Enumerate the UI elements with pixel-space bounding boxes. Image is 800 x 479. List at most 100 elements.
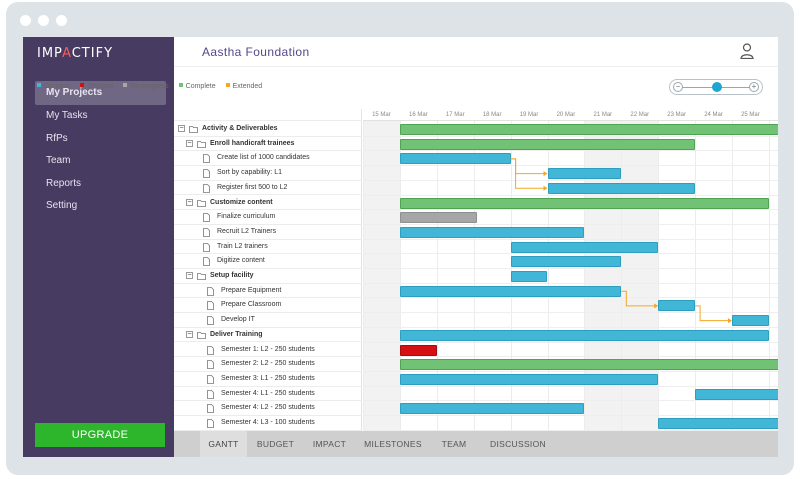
collapse-toggle-icon[interactable]: − (186, 139, 193, 147)
task-row[interactable]: Prepare Classroom (174, 298, 362, 314)
gantt-bar-on-track[interactable] (695, 388, 778, 400)
gantt-bar-complete[interactable] (399, 124, 778, 135)
legend-item-complete: Complete (178, 83, 216, 90)
task-row[interactable]: Semester 1: L2 - 250 students (174, 343, 362, 358)
sidebar-item-team[interactable]: Team (35, 150, 166, 172)
tab-impact[interactable]: IMPACT (312, 439, 347, 449)
task-label: Activity & Deliverables (202, 125, 278, 132)
upgrade-button[interactable]: UPGRADE (35, 423, 165, 447)
tab-discussion[interactable]: DISCUSSION (490, 439, 546, 449)
collapse-toggle-icon[interactable]: − (186, 198, 193, 206)
gantt-bar-on-track[interactable] (399, 226, 585, 238)
gantt-panel: − Activity & Deliverables − Enroll handicra… (174, 109, 778, 431)
task-tree-header (174, 109, 362, 121)
gantt-bar-on-track[interactable] (399, 285, 622, 297)
task-group-row[interactable]: − Customize content (174, 196, 362, 211)
window-dot (38, 15, 49, 26)
task-row[interactable]: Sort by capability: L1 (174, 166, 362, 181)
tab-milestones[interactable]: MILESTONES (364, 439, 422, 449)
gantt-bar-on-track[interactable] (510, 256, 622, 268)
task-row[interactable]: Semester 3: L1 - 250 students (174, 372, 362, 387)
task-label: Setup facility (210, 272, 254, 279)
timeline-day-label: 22 Mar (630, 112, 650, 118)
timeline-column (768, 121, 778, 431)
task-group-row[interactable]: − Enroll handicraft trainees (174, 137, 362, 152)
task-row[interactable]: Digitize content (174, 254, 362, 269)
sidebar-item-rfps[interactable]: RfPs (35, 128, 166, 150)
sidebar-item-my-tasks[interactable]: My Tasks (35, 105, 166, 127)
collapse-toggle-icon[interactable]: − (186, 272, 193, 279)
zoom-handle[interactable] (712, 82, 722, 92)
row-gridline (363, 135, 778, 137)
task-label: Develop IT (221, 316, 255, 324)
tab-gantt[interactable]: GANTT (200, 431, 247, 457)
task-group-row[interactable]: − Activity & Deliverables (174, 122, 362, 137)
gantt-bar-on-track[interactable] (658, 418, 778, 429)
user-icon[interactable] (740, 43, 754, 59)
gantt-bar-on-track[interactable] (510, 241, 659, 253)
document-icon (207, 316, 214, 325)
row-gridline (363, 326, 778, 328)
gantt-bar-delayed[interactable] (399, 344, 437, 356)
gantt-bar-complete[interactable] (399, 197, 769, 209)
timeline-header: 15 Mar 16 Mar 17 Mar 18 Mar 19 Mar 20 Mar 21 M… (363, 109, 778, 121)
gantt-bar-on-track[interactable] (547, 168, 622, 180)
project-tabs: GANTT BUDGET IMPACT MILESTONES TEAM DISCUSSIO… (174, 431, 778, 457)
gantt-bar-on-track[interactable] (547, 182, 696, 194)
zoom-out-button[interactable]: − (673, 82, 683, 92)
task-row[interactable]: Semester 4: L3 - 100 students (174, 416, 362, 431)
app-logo[interactable]: IMPACTIFY (37, 46, 113, 61)
document-icon (203, 213, 210, 223)
task-label: Semester 4: L1 - 250 students (221, 389, 315, 397)
sidebar-item-setting[interactable]: Setting (35, 195, 166, 217)
sidebar: IMPACTIFY My Projects My Tasks RfPs Team Rep… (23, 37, 174, 457)
gantt-bar-on-track[interactable] (399, 329, 769, 341)
gantt-bar-complete[interactable] (399, 138, 696, 150)
gantt-bar-complete[interactable] (399, 359, 778, 371)
folder-icon (197, 273, 206, 280)
task-row[interactable]: Register first 500 to L2 (174, 181, 362, 196)
task-row[interactable]: Develop IT (174, 313, 362, 328)
row-gridline (363, 179, 778, 181)
task-tree: − Activity & Deliverables − Enroll handicra… (174, 109, 362, 431)
task-row[interactable]: Prepare Equipment (174, 284, 362, 299)
gantt-bar-on-track[interactable] (658, 300, 696, 312)
timeline-day-label: 23 Mar (667, 112, 686, 118)
task-row[interactable]: Semester 4: L1 - 250 students (174, 387, 362, 402)
task-row[interactable]: Create list of 1000 candidates (174, 151, 362, 167)
timeline-day-label: 25 Mar (741, 112, 760, 118)
row-gridline (363, 253, 778, 255)
gantt-bar-on-track[interactable] (732, 315, 769, 327)
task-row[interactable]: Train L2 trainers (174, 240, 362, 255)
gantt-bar-on-track[interactable] (510, 271, 548, 282)
tab-team[interactable]: TEAM (441, 439, 467, 449)
document-icon (207, 286, 214, 296)
zoom-slider[interactable]: − + (669, 79, 763, 95)
task-group-row[interactable]: − Setup facility (174, 269, 362, 284)
legend-swatch (80, 83, 85, 88)
timeline-day-label: 19 Mar (519, 112, 539, 118)
sidebar-item-my-projects[interactable]: My Projects (35, 81, 166, 105)
task-label: Finalize curriculum (217, 213, 276, 221)
task-row[interactable]: Semester 4: L2 - 250 students (174, 401, 362, 416)
collapse-toggle-icon[interactable]: − (178, 125, 185, 132)
zoom-in-button[interactable]: + (749, 82, 759, 92)
row-gridline (363, 194, 778, 196)
collapse-toggle-icon[interactable]: − (186, 330, 193, 338)
legend-swatch (37, 83, 41, 88)
task-row[interactable]: Recruit L2 Trainers (174, 225, 362, 240)
sidebar-item-reports[interactable]: Reports (35, 173, 166, 195)
task-row[interactable]: Finalize curriculum (174, 210, 362, 225)
gantt-bar-on-track[interactable] (399, 153, 511, 165)
document-icon (203, 257, 210, 267)
folder-icon (189, 126, 198, 133)
task-row[interactable]: Semester 2: L2 - 250 students (174, 357, 362, 372)
task-group-row[interactable]: − Deliver Training (174, 328, 362, 343)
gantt-bar-on-track[interactable] (399, 373, 659, 385)
task-label: Semester 4: L3 - 100 students (221, 419, 315, 426)
tab-budget[interactable]: BUDGET (256, 439, 295, 449)
document-icon (207, 360, 214, 370)
task-label: Customize content (210, 198, 273, 206)
gantt-bar-no-progress[interactable] (399, 212, 478, 224)
gantt-bar-on-track[interactable] (399, 403, 585, 415)
